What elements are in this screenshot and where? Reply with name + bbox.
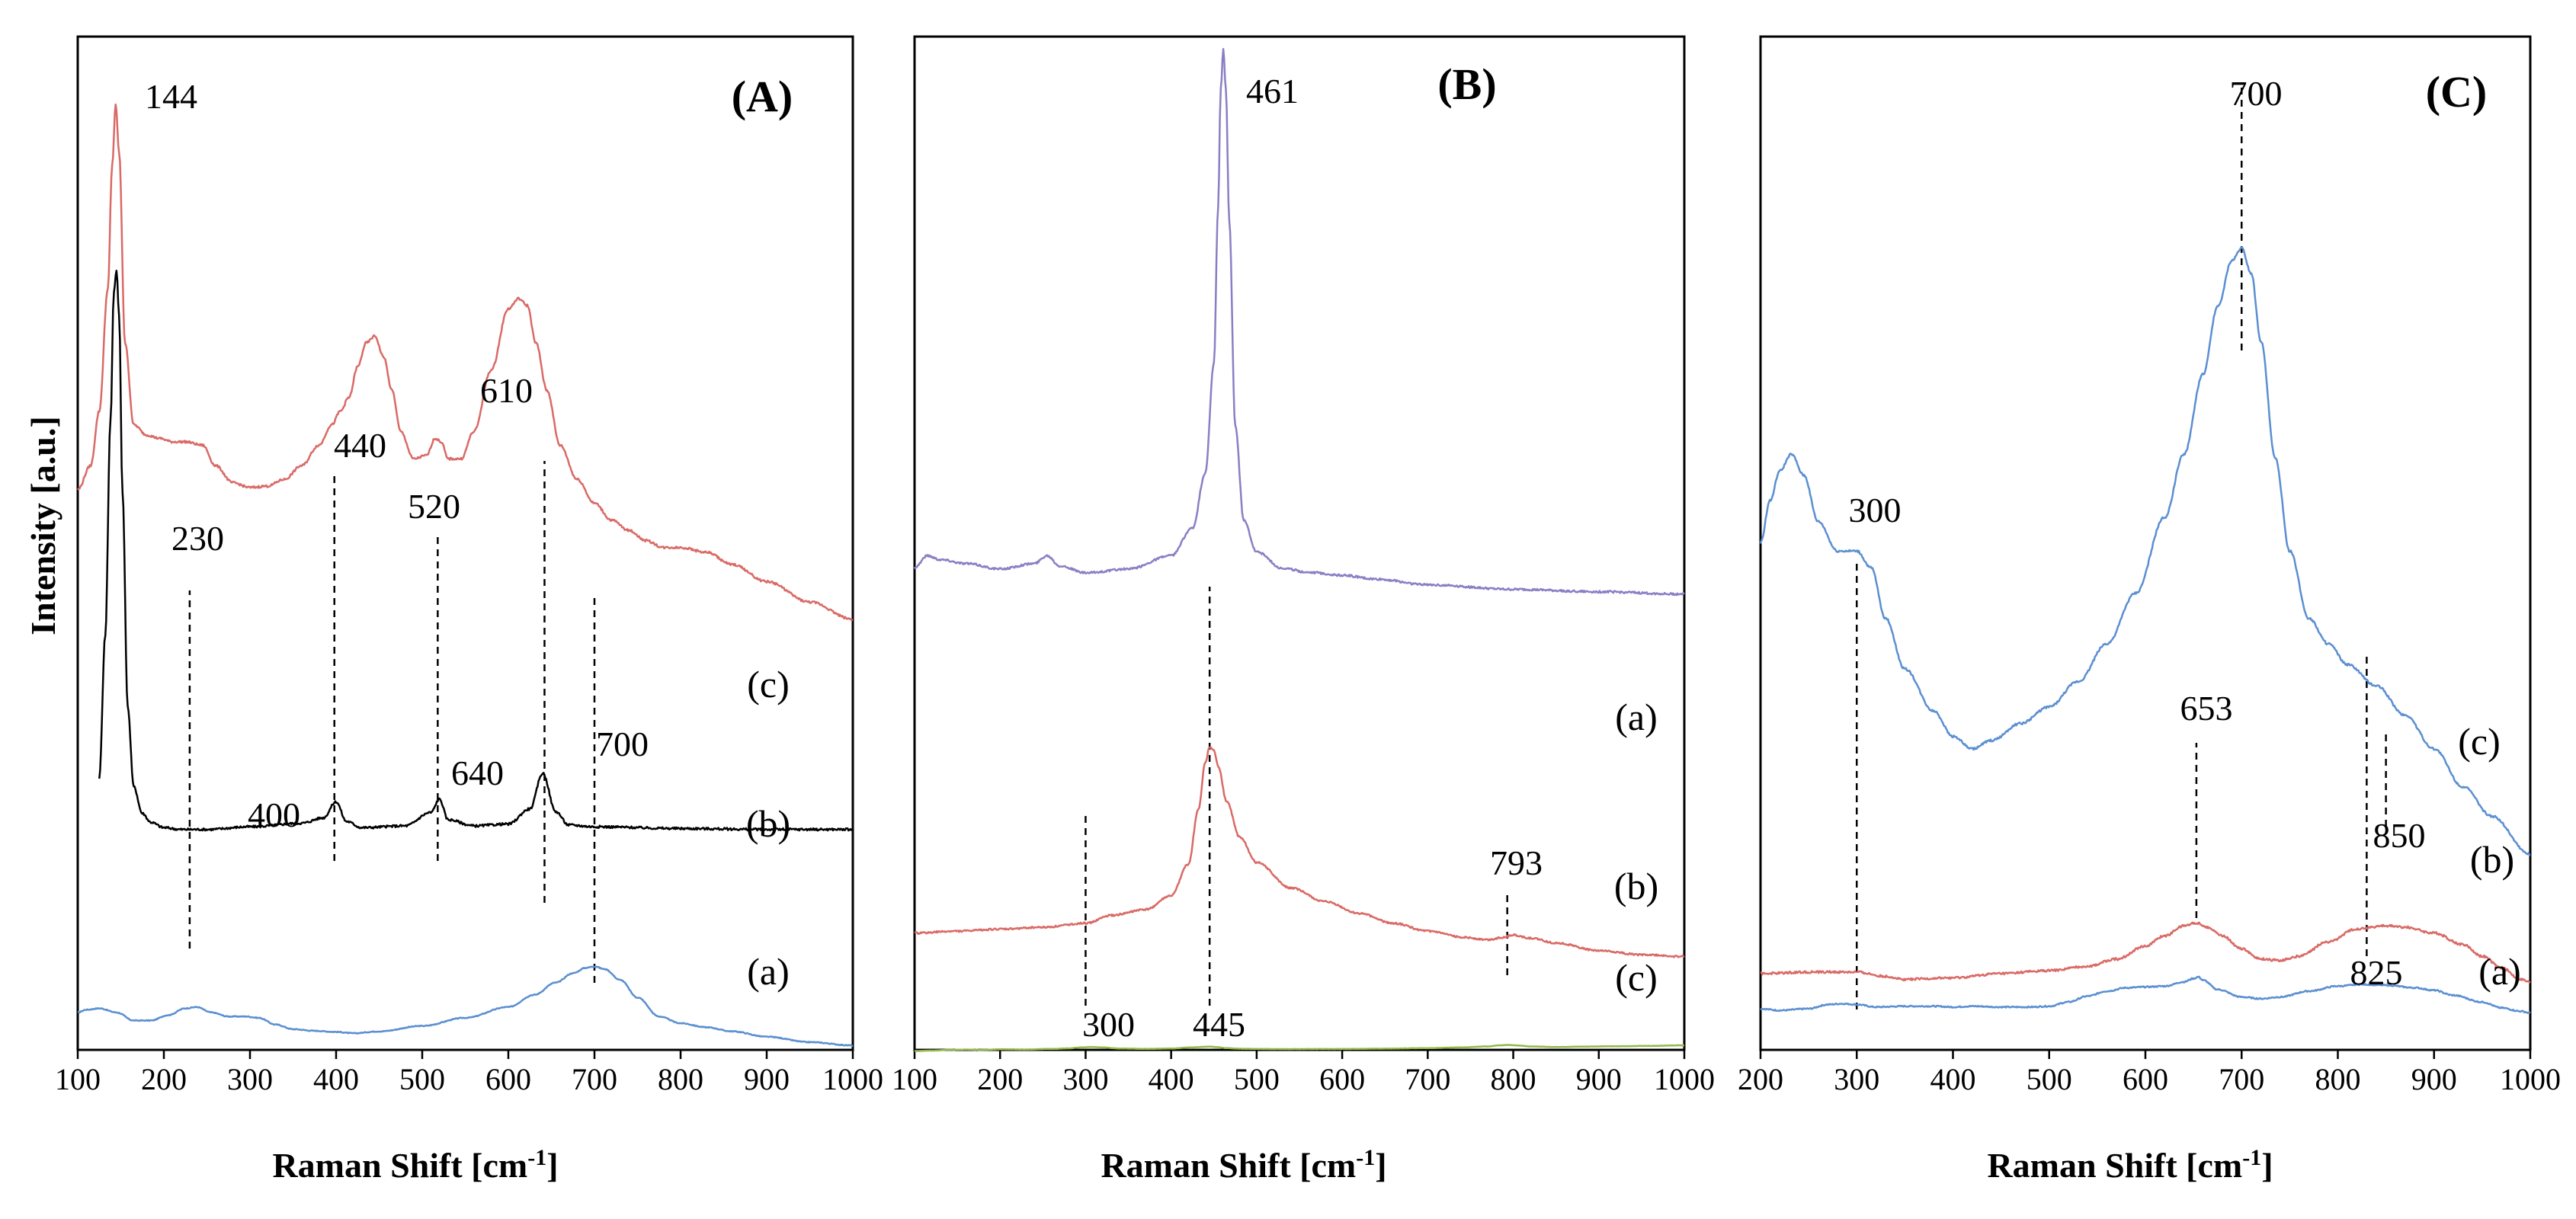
panel-b-frame [913, 35, 1686, 1051]
panel-a-tick-label-200: 200 [141, 1062, 187, 1096]
panel-b-tick-label-500: 500 [1234, 1062, 1280, 1096]
panel-a-label-700: 700 [596, 725, 649, 763]
panel-a-label-610: 610 [480, 371, 533, 410]
panel-c-x-ticks: 200 300 400 500 600 700 800 900 1000 [1738, 1050, 2561, 1096]
panel-c-tick-label-900: 900 [2411, 1062, 2457, 1096]
panel-a-x-ticks: 100 200 300 400 500 600 700 800 900 1000 [55, 1050, 883, 1096]
panel-c-traces [1759, 246, 2531, 1014]
panel-b-tick-label-800: 800 [1491, 1062, 1536, 1096]
panel-b-trace-b [914, 746, 1685, 958]
panel-b-tick-label-900: 900 [1576, 1062, 1622, 1096]
panel-b-tick-label-700: 700 [1405, 1062, 1450, 1096]
panel-b-tick-label-400: 400 [1149, 1062, 1194, 1096]
panel-b-trace-label-c: (c) [1615, 956, 1658, 999]
panel-a-tick-label-600: 600 [485, 1062, 531, 1096]
panel-c-tick-label-700: 700 [2219, 1062, 2264, 1096]
panel-a-frame [76, 35, 854, 1051]
panel-a-tick-label-300: 300 [227, 1062, 273, 1096]
panel-c-tick-label-300: 300 [1834, 1062, 1879, 1096]
panel-b-label-793: 793 [1490, 843, 1543, 882]
panel-b-trace-c [914, 1044, 1685, 1052]
panel-c-trace-c [1759, 246, 2531, 856]
panel-c-tick-label-1000: 1000 [2500, 1062, 2561, 1096]
panel-b-tick-label-100: 100 [892, 1062, 937, 1096]
panel-c-frame [1759, 35, 2532, 1051]
panel-b-trace-label-a: (a) [1615, 696, 1658, 738]
panel-c-label-653: 653 [2180, 689, 2233, 728]
panel-c-label-850: 850 [2373, 816, 2426, 855]
panel-a-title: (A) [732, 72, 793, 121]
panel-c-tick-label-800: 800 [2315, 1062, 2361, 1096]
panel-c-x-axis-label: Raman Shift [cm-1] [1987, 1145, 2273, 1185]
panel-a-trace-a [77, 965, 854, 1047]
panel-b-tick-label-1000: 1000 [1654, 1062, 1715, 1096]
panel-a-dashed-lines [188, 461, 596, 983]
panel-b-traces [913, 47, 1685, 1052]
panel-a-tick-label-900: 900 [744, 1062, 790, 1096]
panel-c-tick-label-400: 400 [1930, 1062, 1976, 1096]
panel-c-tick-label-500: 500 [2027, 1062, 2072, 1096]
panel-a-label-144: 144 [145, 77, 197, 116]
panel-b: 100 200 300 400 500 600 700 800 900 1000 (B) 461 … [892, 35, 1715, 1185]
panel-c-trace-label-b: (b) [2470, 838, 2514, 881]
panel-b-tick-label-300: 300 [1062, 1062, 1108, 1096]
panel-b-label-461: 461 [1246, 72, 1299, 110]
panel-a: 100 200 300 400 500 600 700 800 900 1000 (A) 144 … [55, 35, 883, 1185]
panel-c-trace-a [1760, 975, 2531, 1014]
panel-b-dashed-lines [1085, 587, 1508, 1006]
panel-a-label-230: 230 [171, 519, 224, 558]
panel-a-trace-label-a: (a) [747, 950, 790, 993]
panel-a-trace-c [77, 103, 854, 621]
panel-b-tick-label-200: 200 [977, 1062, 1023, 1096]
panel-a-trace-b [98, 269, 854, 832]
panel-b-label-445: 445 [1193, 1005, 1245, 1044]
panel-a-x-axis-label: Raman Shift [cm-1] [272, 1145, 558, 1185]
panel-c-tick-label-200: 200 [1738, 1062, 1783, 1096]
panel-b-label-300: 300 [1082, 1005, 1135, 1044]
panel-a-label-640: 640 [451, 753, 504, 792]
panel-c-tick-label-600: 600 [2123, 1062, 2168, 1096]
panel-c-label-300: 300 [1849, 491, 1902, 530]
panel-a-label-440: 440 [334, 426, 386, 465]
panel-c-dashed-lines [1856, 82, 2387, 1009]
panel-c-trace-label-c: (c) [2458, 720, 2501, 763]
panel-c: 200 300 400 500 600 700 800 900 1000 (C) 700 300… [1738, 35, 2561, 1185]
panel-a-tick-label-400: 400 [313, 1062, 359, 1096]
panel-c-title: (C) [2426, 67, 2488, 117]
panel-a-label-400: 400 [248, 795, 300, 834]
panel-a-trace-label-c: (c) [747, 663, 790, 705]
panel-a-tick-label-500: 500 [399, 1062, 445, 1096]
panel-a-tick-label-1000: 1000 [822, 1062, 883, 1096]
panel-c-label-825: 825 [2350, 953, 2403, 992]
panel-a-traces [77, 103, 854, 1047]
panel-c-trace-b [1760, 921, 2531, 984]
panel-b-tick-label-600: 600 [1319, 1062, 1365, 1096]
panel-c-label-700: 700 [2230, 74, 2283, 113]
panel-b-title: (B) [1437, 59, 1496, 109]
panel-a-tick-label-800: 800 [658, 1062, 703, 1096]
panel-b-trace-label-b: (b) [1614, 865, 1658, 907]
panel-a-trace-label-b: (b) [746, 802, 790, 845]
panel-a-label-520: 520 [408, 487, 460, 526]
panel-b-trace-a [913, 47, 1685, 597]
panel-c-trace-label-a: (a) [2478, 950, 2521, 993]
panel-b-x-axis-label: Raman Shift [cm-1] [1101, 1145, 1386, 1185]
y-axis-label: Intensity [a.u.] [24, 416, 62, 635]
panel-b-x-ticks: 100 200 300 400 500 600 700 800 900 1000 [892, 1050, 1715, 1096]
panel-a-tick-label-100: 100 [55, 1062, 101, 1096]
panel-a-tick-label-700: 700 [572, 1062, 617, 1096]
